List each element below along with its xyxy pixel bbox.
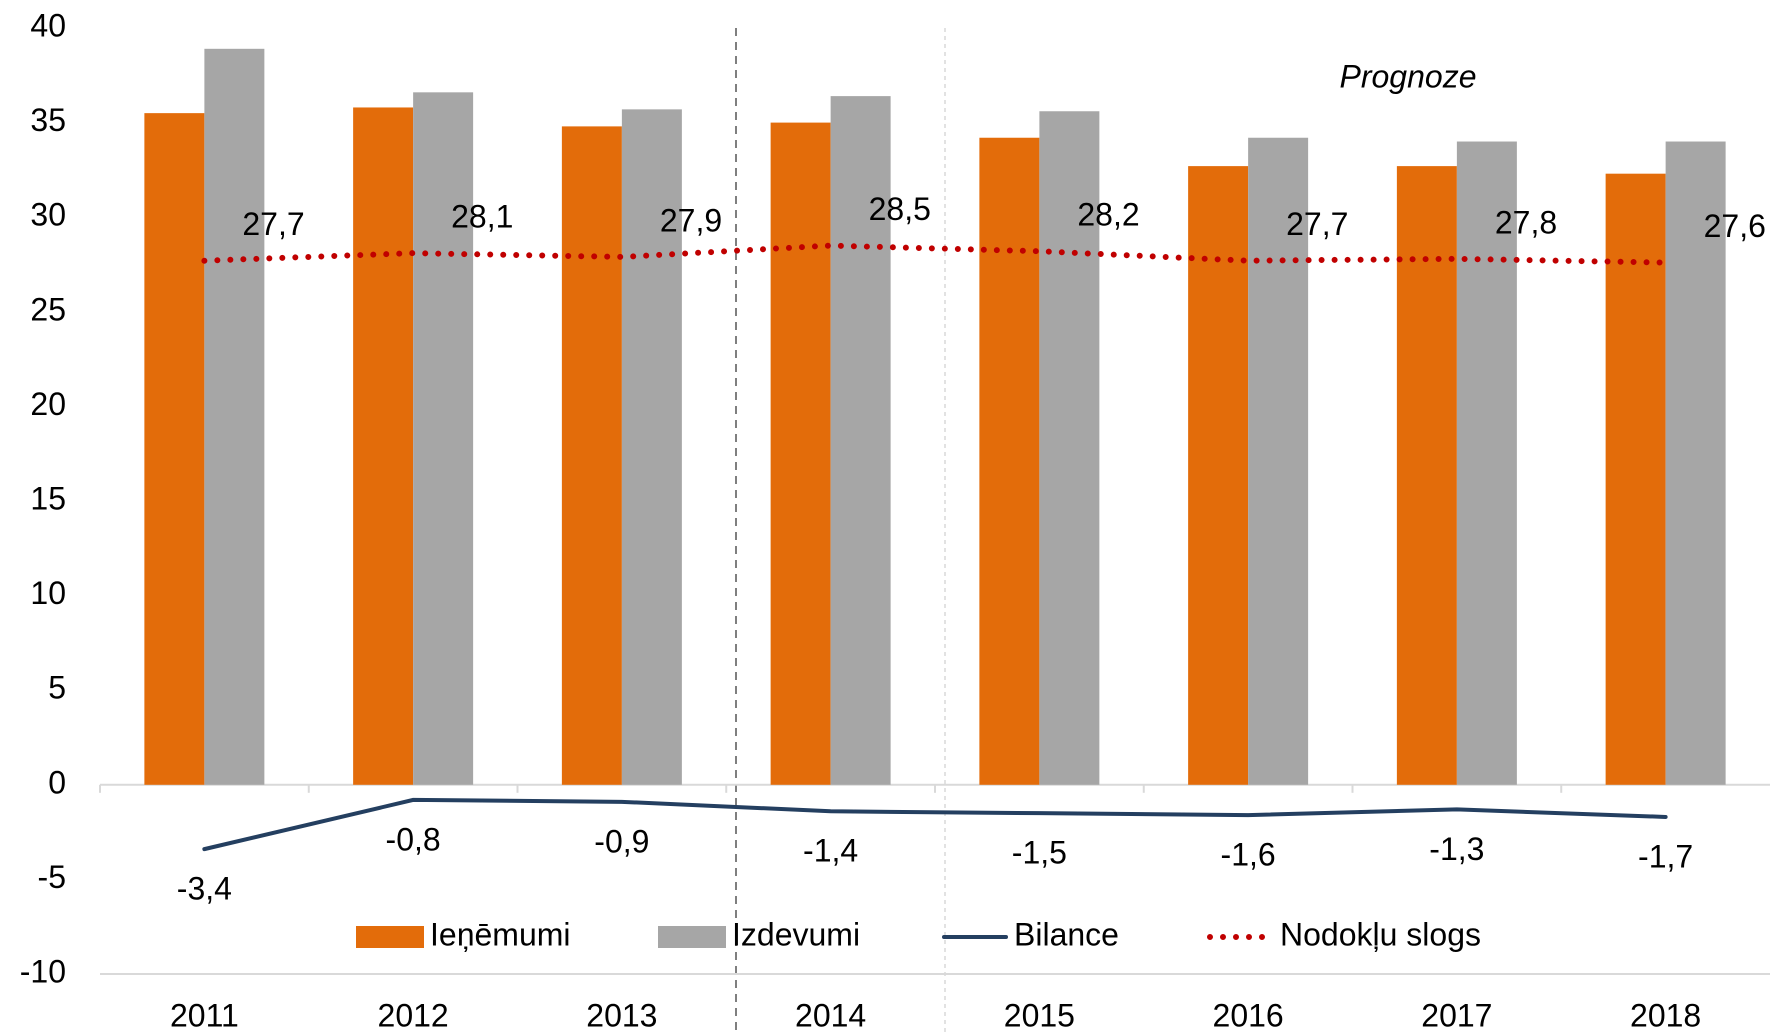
bar: [1396, 166, 1457, 785]
bar: [1605, 173, 1666, 785]
y-tick-label: 20: [30, 386, 66, 422]
bar: [1188, 166, 1249, 785]
data-label: -3,4: [177, 871, 232, 907]
bar: [353, 107, 414, 785]
bar: [621, 109, 682, 785]
line: [202, 797, 1668, 852]
bar: [1039, 111, 1100, 785]
bar: [979, 137, 1040, 785]
y-tick-label: 35: [30, 102, 66, 138]
bar: [1456, 141, 1517, 785]
legend-label: Ieņēmumi: [430, 916, 571, 952]
data-label: 27,8: [1495, 204, 1557, 240]
x-tick-label: 2014: [795, 997, 866, 1033]
x-tick-label: 2013: [586, 997, 657, 1033]
bar: [204, 48, 265, 785]
data-label: 28,5: [869, 191, 931, 227]
data-label: -0,8: [386, 821, 441, 857]
data-label: 27,6: [1704, 208, 1766, 244]
x-tick-label: 2018: [1630, 997, 1701, 1033]
legend-swatch: [356, 926, 424, 948]
data-label: -1,6: [1221, 837, 1276, 873]
bar: [830, 96, 891, 785]
bar: [413, 92, 474, 785]
y-tick-label: -5: [38, 859, 66, 895]
data-label: -1,4: [803, 833, 858, 869]
y-tick-label: 25: [30, 291, 66, 327]
y-tick-label: 30: [30, 197, 66, 233]
bar: [144, 113, 205, 785]
legend-label: Nodokļu slogs: [1280, 916, 1481, 952]
y-tick-label: 0: [48, 764, 66, 800]
y-tick-label: 10: [30, 575, 66, 611]
y-tick-label: 5: [48, 670, 66, 706]
bar: [1248, 137, 1309, 785]
legend-label: Bilance: [1014, 916, 1119, 952]
data-label: 28,1: [451, 199, 513, 235]
data-label: 27,9: [660, 202, 722, 238]
data-label: 28,2: [1077, 197, 1139, 233]
y-tick-label: 40: [30, 7, 66, 43]
x-tick-label: 2016: [1213, 997, 1284, 1033]
legend-label: Izdevumi: [732, 916, 860, 952]
bar: [561, 126, 622, 785]
x-tick-label: 2015: [1004, 997, 1075, 1033]
y-tick-label: 15: [30, 480, 66, 516]
legend-swatch: [658, 926, 726, 948]
data-label: -1,5: [1012, 835, 1067, 871]
data-label: -0,9: [594, 823, 649, 859]
x-tick-label: 2011: [170, 997, 239, 1033]
annotation: Prognoze: [1340, 58, 1477, 94]
x-tick-label: 2012: [378, 997, 449, 1033]
data-label: 27,7: [242, 206, 304, 242]
data-label: -1,7: [1638, 838, 1693, 874]
x-tick-label: 2017: [1421, 997, 1492, 1033]
bar: [1665, 141, 1726, 785]
y-tick-label: -10: [20, 953, 66, 989]
data-label: -1,3: [1429, 831, 1484, 867]
data-label: 27,7: [1286, 206, 1348, 242]
bar: [770, 122, 831, 785]
